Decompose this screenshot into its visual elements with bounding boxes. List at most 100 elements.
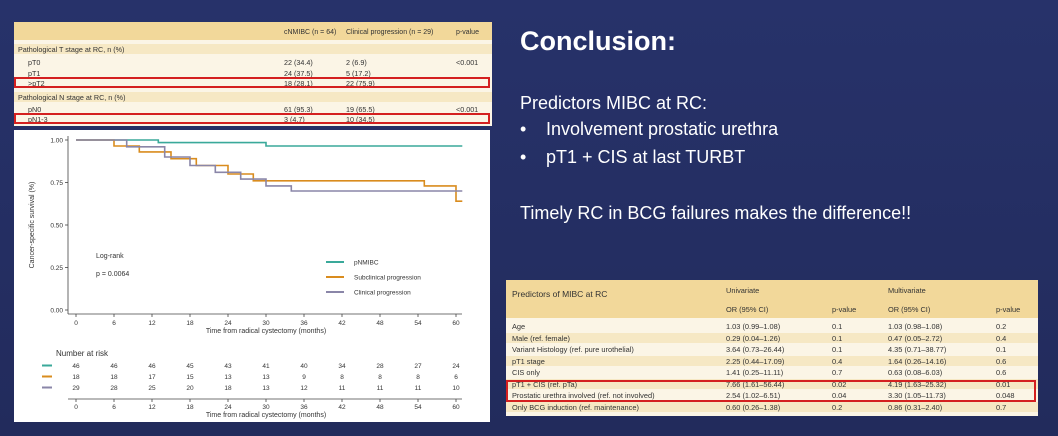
table-title: Predictors of MIBC at RC — [512, 289, 608, 299]
cell-univariate-or: 2.25 (0.44–17.09) — [726, 356, 785, 366]
col-header-or: OR (95% CI) — [726, 305, 769, 314]
x-axis-label: Time from radical cystectomy (months) — [206, 328, 326, 335]
table-header: Predictors of MIBC at RC Univariate Mult… — [506, 280, 1038, 318]
risk-x-tick-label: 42 — [338, 404, 346, 411]
y-tick-label: 0.50 — [50, 223, 63, 230]
row-label: pT0 — [28, 58, 41, 67]
nodal-stage-table: cNMIBC (n = 64) Clinical progression (n … — [14, 22, 492, 126]
risk-cell: 8 — [340, 374, 344, 381]
col-header-pvalue: p-value — [456, 29, 479, 36]
x-tick-label: 24 — [224, 320, 232, 327]
y-axis-label: Cancer-specific survival (%) — [29, 182, 36, 269]
highlight-box-predictors — [506, 380, 1036, 402]
risk-cell: 46 — [148, 363, 156, 370]
x-tick-label: 30 — [262, 320, 270, 327]
cell-multivariate-or: 3.30 (1.05–11.73) — [888, 391, 946, 400]
cell-multivariate-or: 1.03 (0.98–1.08) — [888, 322, 943, 331]
cell-univariate-or: 1.03 (0.99–1.08) — [726, 322, 781, 331]
risk-x-tick-label: 54 — [414, 404, 422, 411]
risk-cell: 10 — [452, 385, 460, 392]
table-row: Prostatic urethra involved (ref. not inv… — [506, 390, 1038, 400]
predictors-heading: Predictors MIBC at RC: — [520, 93, 708, 113]
table-row: Male (ref. female) 0.29 (0.04–1.26) 0.1 0.4… — [506, 332, 1038, 343]
row-label: CIS only — [512, 368, 540, 377]
col-header-or: OR (95% CI) — [888, 305, 931, 314]
risk-cell: 25 — [148, 385, 156, 392]
risk-x-tick-label: 18 — [186, 404, 194, 411]
cell-univariate-p: 0.4 — [832, 356, 843, 366]
cell-univariate-p: 0.2 — [832, 402, 843, 412]
risk-cell: 12 — [300, 385, 308, 392]
cell-multivariate-or: 4.35 (0.71–38.77) — [888, 345, 947, 354]
table-row: pT0 22 (34.4) 2 (6.9) <0.001 — [14, 57, 492, 67]
cell-univariate-or: 0.60 (0.26–1.38) — [726, 402, 781, 412]
risk-cell: 27 — [414, 363, 422, 370]
cell-univariate-p: 0.7 — [832, 368, 843, 377]
logrank-label: Log-rank — [96, 253, 124, 260]
table-row: pT1 stage 2.25 (0.44–17.09) 0.4 1.64 (0.26–… — [506, 355, 1038, 366]
row-label: >pT2 — [28, 79, 45, 88]
km-series-line — [76, 139, 463, 147]
x-tick-label: 18 — [186, 320, 194, 327]
cell-multivariate-p: 0.2 — [996, 322, 1007, 331]
row-label: pN0 — [28, 105, 42, 114]
y-tick-label: 0.25 — [50, 265, 63, 272]
table-row: Only BCG induction (ref. maintenance) 0.6… — [506, 401, 1038, 412]
col-header-univariate: Univariate — [726, 286, 760, 295]
cell-cnmibc: 61 (95.3) — [284, 105, 313, 114]
cell-univariate-or: 3.64 (0.73–26.44) — [726, 345, 785, 354]
table-header: cNMIBC (n = 64) Clinical progression (n … — [14, 22, 492, 40]
highlight-box-pn1-3 — [14, 113, 490, 124]
risk-cell: 13 — [262, 374, 270, 381]
row-label: Pathological T stage at RC, n (%) — [18, 45, 125, 54]
row-label: Age — [512, 322, 526, 331]
x-tick-label: 6 — [112, 320, 116, 327]
highlight-box-pt2 — [14, 77, 490, 88]
cell-univariate-p: 0.04 — [832, 391, 847, 400]
km-svg: 0.00 0.25 0.50 0.75 1.00 Cancer-specific surv… — [29, 136, 463, 419]
y-tick-label: 0.75 — [50, 180, 63, 187]
row-label: Prostatic urethra involved (ref. not inv… — [512, 391, 655, 400]
risk-x-tick-label: 24 — [224, 404, 232, 411]
risk-cell: 17 — [148, 374, 156, 381]
risk-x-tick-label: 30 — [262, 404, 270, 411]
x-tick-label: 60 — [452, 320, 460, 327]
x-tick-label: 42 — [338, 320, 346, 327]
km-series-line — [76, 139, 463, 202]
cell-multivariate-p: 0.01 — [996, 379, 1011, 389]
cell-univariate-p: 0.1 — [832, 322, 843, 331]
cell-cnmibc: 24 (37.5) — [284, 69, 313, 78]
cell-cnmibc: 18 (28.1) — [284, 79, 313, 88]
row-label: Only BCG induction (ref. maintenance) — [512, 402, 639, 412]
cell-multivariate-p: 0.1 — [996, 345, 1007, 354]
x-tick-label: 36 — [300, 320, 308, 327]
risk-x-tick-label: 48 — [376, 404, 384, 411]
risk-cell: 43 — [224, 363, 232, 370]
cell-univariate-or: 7.66 (1.61–56.44) — [726, 379, 785, 389]
risk-x-tick-label: 6 — [112, 404, 116, 411]
x-tick-label: 48 — [376, 320, 384, 327]
x-tick-label: 54 — [414, 320, 422, 327]
bullet-text: Involvement prostatic urethra — [546, 119, 779, 139]
cell-univariate-or: 0.29 (0.04–1.26) — [726, 333, 781, 343]
cell-clinical: 19 (65.5) — [346, 105, 375, 114]
risk-x-tick-label: 12 — [148, 404, 156, 411]
predictors-table: Predictors of MIBC at RC Univariate Mult… — [506, 280, 1038, 416]
risk-cell: 18 — [110, 374, 118, 381]
table-row: pN0 61 (95.3) 19 (65.5) <0.001 — [14, 104, 492, 114]
cell-univariate-p: 0.1 — [832, 333, 843, 343]
cell-multivariate-or: 4.19 (1.63–25.32) — [888, 379, 947, 389]
cell-multivariate-p: 0.4 — [996, 333, 1007, 343]
survival-chart: 0.00 0.25 0.50 0.75 1.00 Cancer-specific surv… — [14, 130, 490, 422]
risk-cell: 18 — [72, 374, 80, 381]
y-tick-label: 0.00 — [50, 308, 63, 315]
risk-x-tick-label: 0 — [74, 404, 78, 411]
row-label: pT1 — [28, 69, 41, 78]
table-row: pT1 24 (37.5) 5 (17.2) — [14, 68, 492, 78]
risk-table-title: Number at risk — [56, 349, 109, 358]
risk-x-axis-label: Time from radical cystectomy (months) — [206, 412, 326, 419]
table-row: CIS only 1.41 (0.25–11.11) 0.7 0.63 (0.08–6… — [506, 367, 1038, 377]
slide-title: Conclusion: — [520, 26, 676, 56]
y-tick-label: 1.00 — [50, 138, 63, 145]
table-section-row: Pathological N stage at RC, n (%) — [14, 92, 492, 102]
